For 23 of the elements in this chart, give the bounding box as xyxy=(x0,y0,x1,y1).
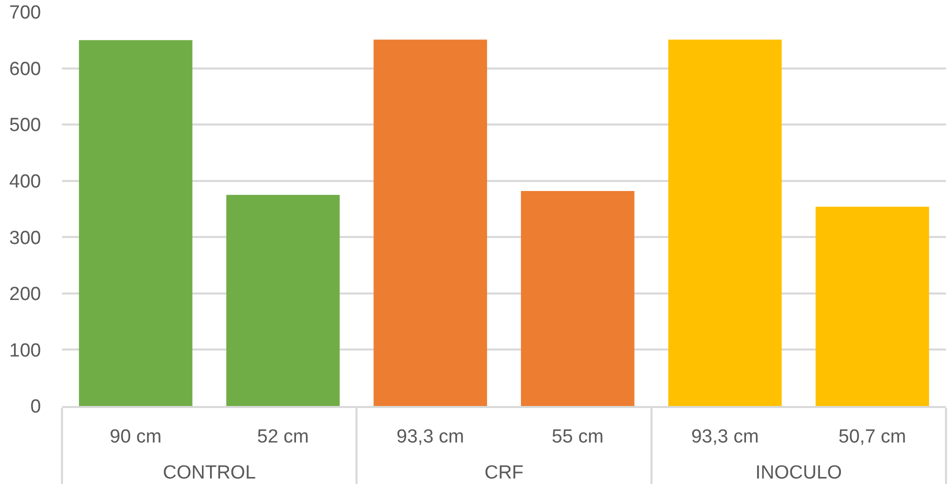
x-tick-label: 93,3 cm xyxy=(396,426,464,448)
bar xyxy=(668,40,782,406)
x-tick-label: 50,7 cm xyxy=(838,426,906,448)
bar xyxy=(520,190,634,406)
bar xyxy=(78,40,192,406)
y-tick-label: 500 xyxy=(9,115,41,136)
y-tick-label: 0 xyxy=(30,396,41,418)
bar xyxy=(816,206,930,406)
y-tick-label: 700 xyxy=(9,2,41,24)
x-tick-label: 90 cm xyxy=(110,426,162,448)
x-tick-label: 52 cm xyxy=(257,426,309,448)
y-tick-label: 400 xyxy=(9,172,41,193)
y-tick-label: 200 xyxy=(9,284,41,306)
x-tick-label: 55 cm xyxy=(552,426,604,448)
y-tick-label: 600 xyxy=(9,58,41,80)
bar xyxy=(374,40,488,406)
text: CONTROL xyxy=(162,462,256,484)
text: INOCULO xyxy=(755,462,842,484)
y-tick-label: 100 xyxy=(9,340,41,362)
x-tick-label: 93,3 cm xyxy=(691,426,759,448)
text: CRF xyxy=(484,462,524,484)
bar xyxy=(226,194,340,406)
y-tick-label: 300 xyxy=(9,228,41,249)
